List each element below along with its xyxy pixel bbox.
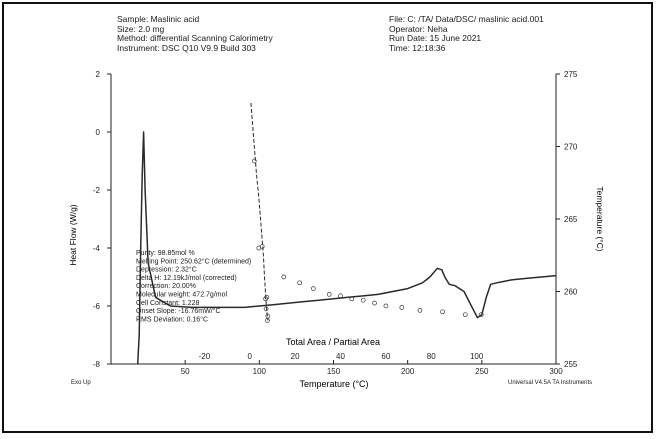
purity-data-point bbox=[360, 297, 366, 303]
x2-tick-label: 20 bbox=[291, 352, 300, 361]
purity-data-point bbox=[281, 274, 287, 280]
purity-data-point bbox=[326, 292, 332, 297]
x2-tick-label: 0 bbox=[248, 352, 253, 361]
y-tick-label: -8 bbox=[93, 360, 101, 369]
data-series bbox=[136, 102, 557, 365]
x2-tick-label: 80 bbox=[427, 352, 436, 361]
purity-report-line: Molecular weight: 472.7g/mol bbox=[136, 292, 227, 299]
purity-report-line: RMS Deviation: 0.16°C bbox=[136, 315, 208, 323]
purity-report-line: Delta H: 12.19kJ/mol (corrected) bbox=[136, 275, 237, 282]
y2-tick-label: 255 bbox=[564, 360, 578, 369]
purity-data-point bbox=[383, 303, 389, 309]
purity-data-point bbox=[417, 308, 423, 313]
purity-data-point bbox=[478, 312, 484, 318]
purity-report-line: Correction: 20.00% bbox=[136, 283, 196, 290]
x-tick-label: 300 bbox=[549, 367, 563, 376]
x2-axis-label: Total Area / Partial Area bbox=[286, 337, 380, 347]
x-tick-label: 250 bbox=[475, 367, 489, 376]
x-tick-label: 150 bbox=[327, 367, 341, 376]
purity-data-point bbox=[440, 309, 445, 315]
purity-data-point bbox=[263, 306, 269, 312]
y2-tick-label: 270 bbox=[564, 143, 578, 152]
y2-tick-label: 265 bbox=[564, 215, 578, 224]
purity-data-point bbox=[297, 280, 303, 286]
y-tick-label: -6 bbox=[93, 302, 101, 311]
exo-up-label: Exo Up bbox=[71, 380, 91, 386]
purity-data-point bbox=[462, 312, 468, 318]
y2-axis-label: Temperature (°C) bbox=[595, 186, 605, 251]
file-path: File: C: /TA/ Data/DSC/ maslinic acid.00… bbox=[389, 14, 544, 24]
purity-data-point bbox=[259, 244, 265, 249]
sample-name: Sample: Maslinic acid bbox=[117, 14, 200, 24]
y2-tick-label: 275 bbox=[564, 70, 578, 79]
purity-data-point bbox=[338, 293, 343, 299]
run-date: Run Date: 15 June 2021 bbox=[389, 33, 482, 43]
x2-tick-label: 100 bbox=[470, 352, 484, 361]
instrument-name: Instrument: DSC Q10 V9.9 Build 303 bbox=[117, 42, 256, 53]
y-tick-label: -2 bbox=[93, 186, 101, 195]
heat-flow-line bbox=[136, 131, 557, 365]
y-tick-label: 0 bbox=[96, 128, 101, 137]
run-info: File: C: /TA/ Data/DSC/ maslinic acid.00… bbox=[389, 14, 544, 53]
purity-data-point bbox=[265, 318, 270, 323]
software-label: Universal V4.5A TA Instruments bbox=[508, 380, 593, 386]
operator-name: Operator: Neha bbox=[389, 23, 448, 34]
purity-fit-line bbox=[250, 102, 269, 321]
x2-tick-label: -20 bbox=[199, 352, 211, 361]
purity-data-point bbox=[372, 300, 377, 306]
purity-data-point bbox=[251, 158, 257, 164]
purity-data-point bbox=[265, 313, 271, 319]
purity-data-point bbox=[349, 296, 355, 302]
x-axis-label: Temperature (°C) bbox=[299, 379, 368, 389]
x2-tick-label: 40 bbox=[336, 352, 345, 361]
purity-data-point bbox=[399, 305, 405, 310]
sample-size: Size: 2.0 mg bbox=[117, 23, 165, 34]
y-tick-label: -4 bbox=[93, 244, 101, 253]
purity-report-line: Melting Point: 250.62°C (determined) bbox=[136, 257, 251, 265]
x-tick-label: 200 bbox=[401, 367, 415, 376]
purity-data-point bbox=[310, 286, 316, 291]
y-axis-label: Heat Flow (W/g) bbox=[68, 204, 78, 266]
y-tick-label: 2 bbox=[96, 70, 101, 79]
x-tick-label: 100 bbox=[253, 367, 267, 376]
purity-report-line: Onset Slope: -16.76mW/°C bbox=[136, 307, 221, 315]
purity-data-point bbox=[264, 294, 270, 300]
x-tick-label: 50 bbox=[181, 367, 190, 376]
method-name: Method: differential Scanning Calorimetr… bbox=[117, 33, 273, 43]
sample-info: Sample: Maslinic acid Size: 2.0 mg Metho… bbox=[117, 14, 273, 53]
purity-report-line: Purity: 98.85mol % bbox=[136, 250, 195, 257]
purity-report-line: Cell Constant: 1.228 bbox=[136, 300, 200, 307]
purity-data-point bbox=[263, 296, 268, 302]
run-time: Time: 12:18:36 bbox=[389, 42, 446, 53]
purity-report: Purity: 98.85mol %Melting Point: 250.62°… bbox=[136, 250, 251, 323]
screenshot-frame bbox=[2, 2, 653, 433]
y2-tick-label: 260 bbox=[564, 288, 578, 297]
purity-report-line: Depression: 2.32°C bbox=[136, 266, 197, 274]
x2-tick-label: 60 bbox=[381, 352, 390, 361]
